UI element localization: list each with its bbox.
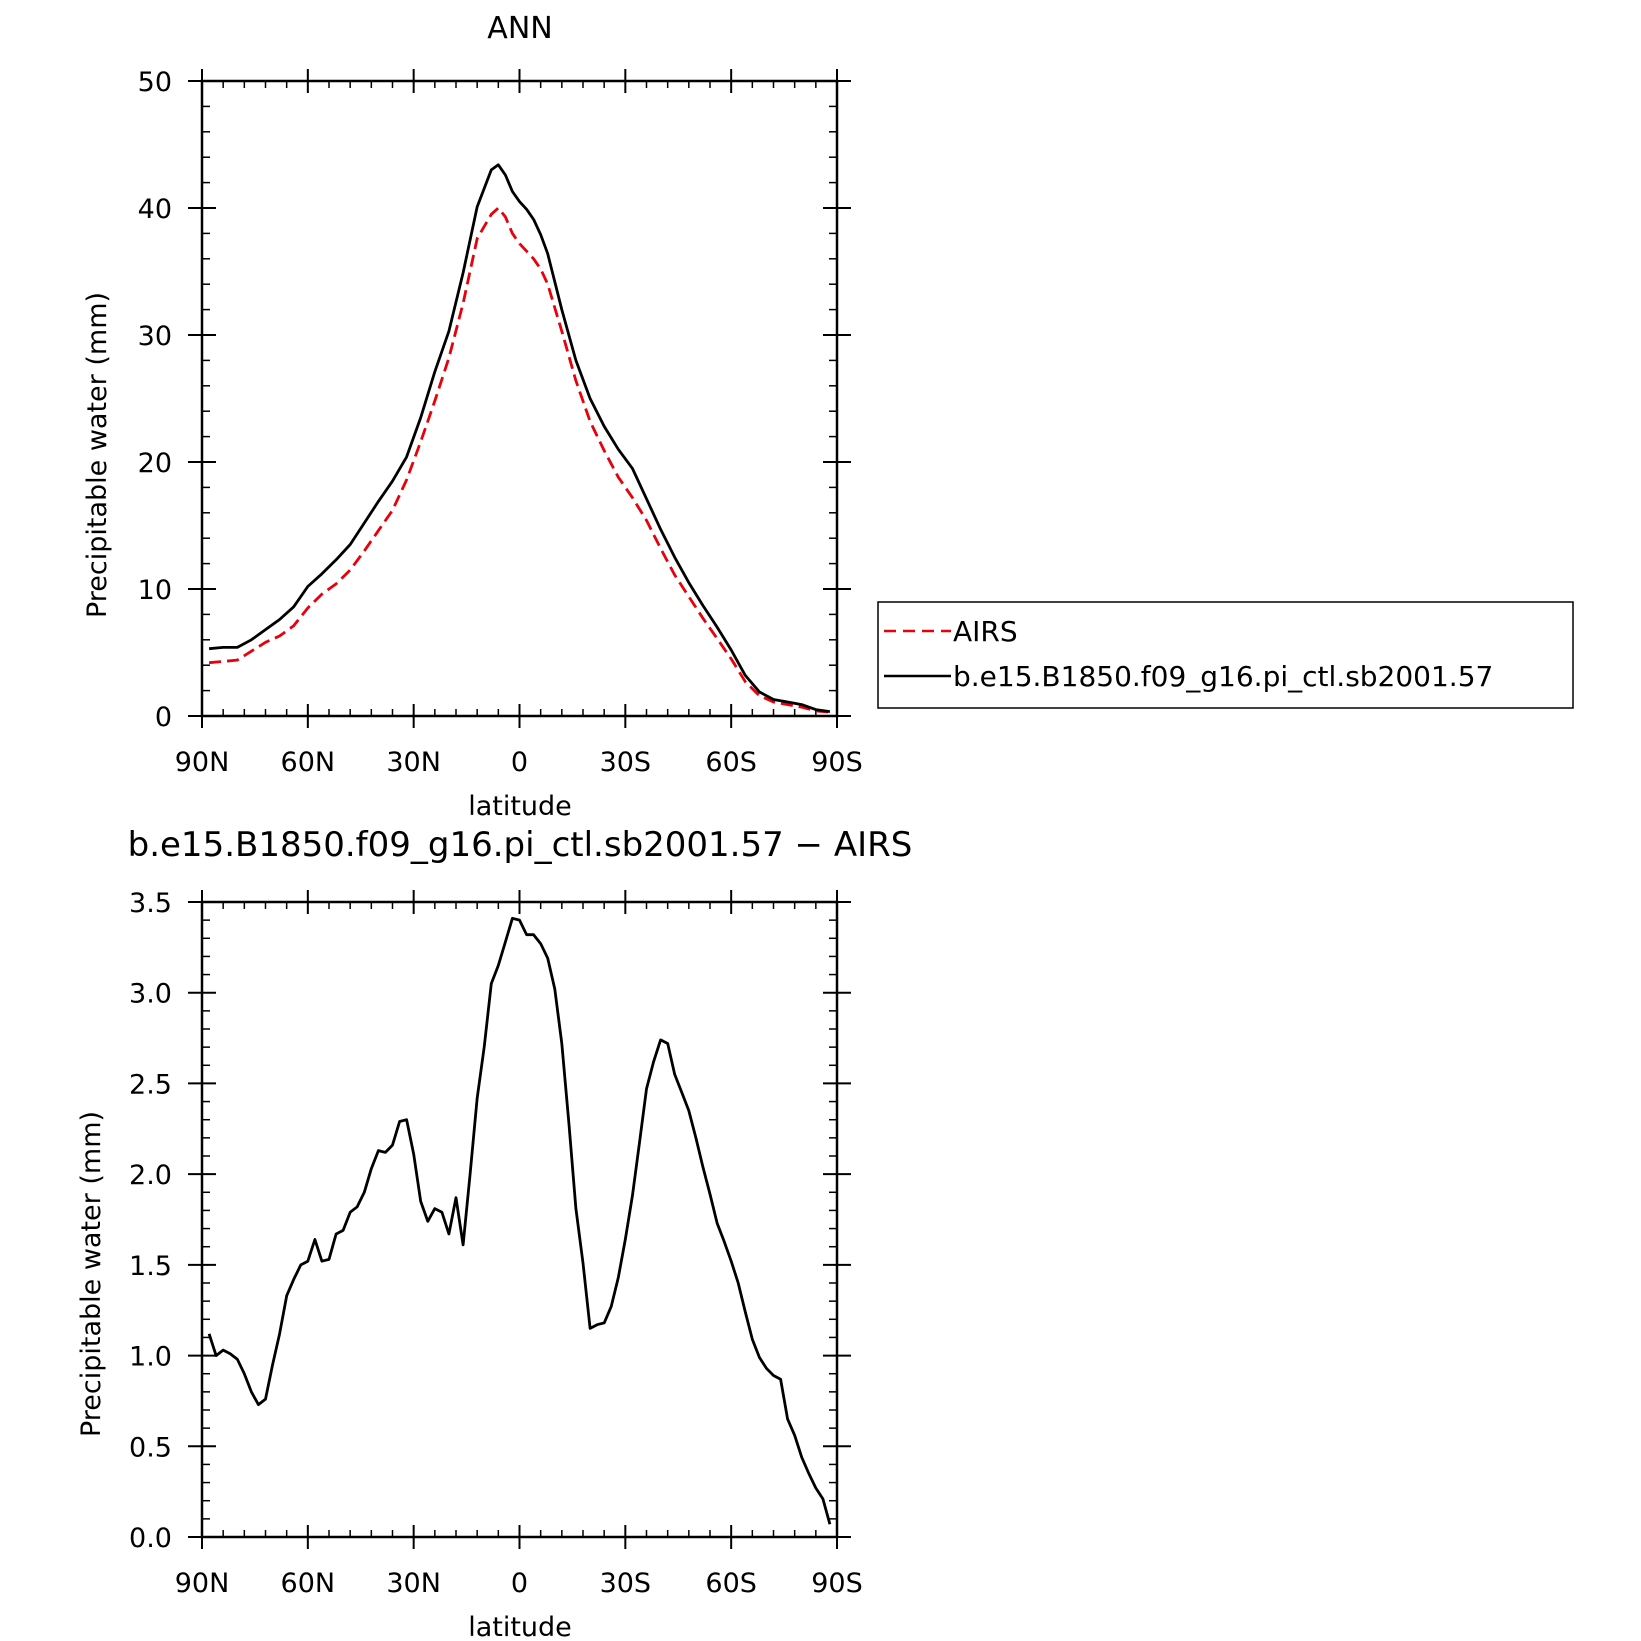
x-tick-label: 90N [175, 1568, 230, 1599]
y-tick-label: 3.0 [129, 979, 172, 1010]
bottom-chart-title: b.e15.B1850.f09_g16.pi_ctl.sb2001.57 − A… [128, 825, 913, 865]
x-tick-label: 0 [511, 747, 528, 778]
y-tick-label: 0.5 [129, 1432, 172, 1463]
legend-label-airs: AIRS [953, 615, 1018, 648]
bottom-chart-ticks: 90N 60N 30N 0 30S 60S 90S 0.0 0.5 1.0 1.5 2.0 2.5 3.0… [129, 888, 863, 1599]
x-tick-label: 30N [386, 747, 441, 778]
top-chart-lines [208, 163, 831, 714]
bottom-chart-lines [207, 916, 832, 1525]
top-chart-ticks: 90N 60N 30N 0 30S 60S 90S 0 10 20 30 40 50 [138, 67, 863, 778]
y-tick-label: 20 [138, 448, 172, 479]
top-chart-ylabel: Precipitable water (mm) [82, 292, 113, 618]
x-tick-label: 60N [281, 1568, 336, 1599]
x-tick-label: 90S [811, 1568, 863, 1599]
y-tick-label: 1.5 [129, 1251, 172, 1282]
y-tick-label: 50 [138, 67, 172, 98]
top-panel-precipitable-water: ANN Precipitable water (mm) latitude 90N… [82, 11, 863, 822]
y-tick-label: 10 [138, 575, 172, 606]
x-tick-label: 90N [175, 747, 230, 778]
top-chart-title: ANN [487, 11, 552, 46]
bottom-panel-difference: b.e15.B1850.f09_g16.pi_ctl.sb2001.57 − A… [76, 825, 912, 1641]
y-tick-label: 0 [155, 702, 172, 733]
y-tick-label: 2.0 [129, 1160, 172, 1191]
x-tick-label: 30S [600, 747, 652, 778]
legend-box [877, 601, 1574, 709]
x-tick-label: 30N [386, 1568, 441, 1599]
legend: AIRS b.e15.B1850.f09_g16.pi_ctl.sb2001.5… [877, 601, 1574, 709]
series-line-airs [208, 206, 831, 714]
y-tick-label: 3.5 [129, 888, 172, 919]
x-tick-label: 60N [281, 747, 336, 778]
y-tick-label: 2.5 [129, 1069, 172, 1100]
y-tick-label: 30 [138, 321, 172, 352]
x-tick-label: 60S [705, 747, 757, 778]
x-tick-label: 0 [511, 1568, 528, 1599]
y-tick-label: 1.0 [129, 1342, 172, 1373]
top-chart-plot-frame [200, 79, 839, 718]
top-chart-xlabel: latitude [468, 791, 572, 822]
x-tick-label: 60S [705, 1568, 757, 1599]
bottom-chart-plot-frame [200, 900, 839, 1539]
y-tick-label: 40 [138, 194, 172, 225]
bottom-chart-ylabel: Precipitable water (mm) [76, 1111, 107, 1437]
x-tick-label: 30S [600, 1568, 652, 1599]
y-tick-label: 0.0 [129, 1523, 172, 1554]
series-line-difference [207, 916, 832, 1525]
legend-label-model: b.e15.B1850.f09_g16.pi_ctl.sb2001.57 [953, 660, 1493, 693]
bottom-chart-xlabel: latitude [468, 1612, 572, 1641]
x-tick-label: 90S [811, 747, 863, 778]
series-line-model [208, 163, 831, 713]
